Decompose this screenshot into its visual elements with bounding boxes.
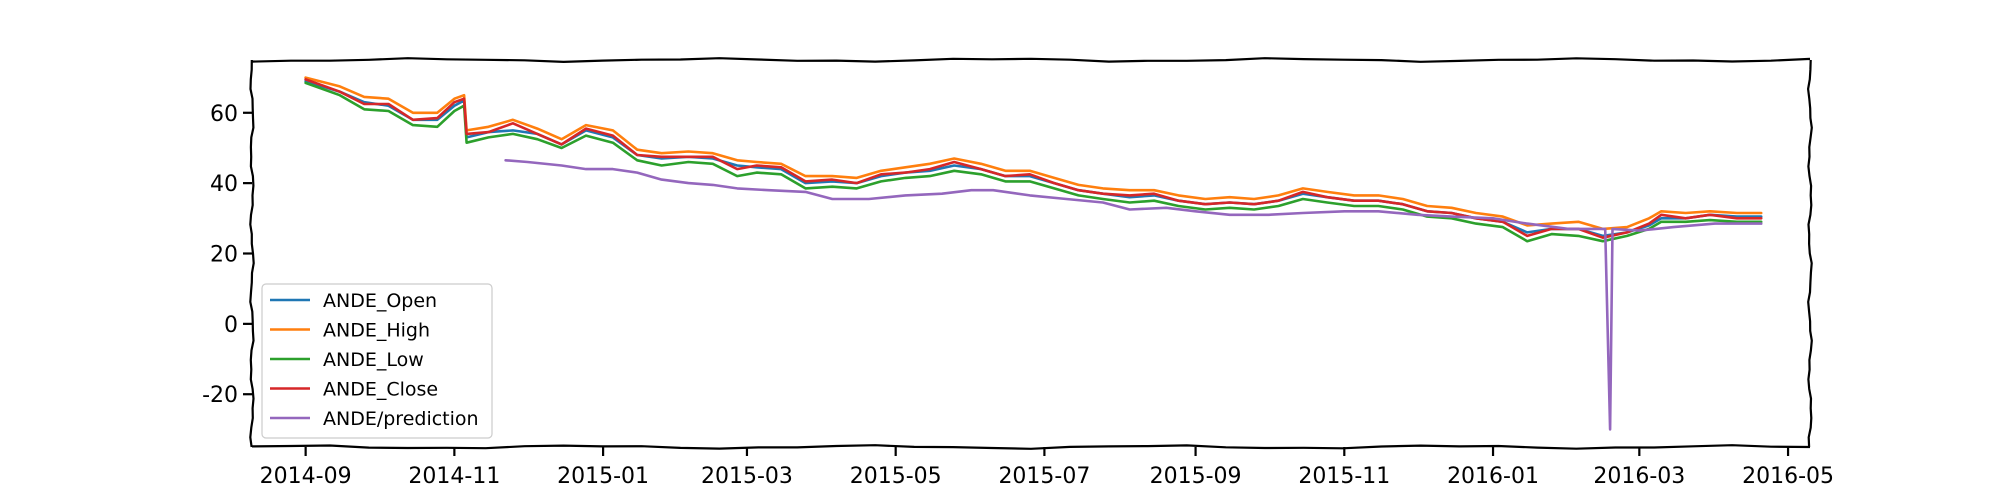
y-tick-label: -20 (202, 383, 238, 408)
x-tick-label: 2014-09 (260, 464, 352, 489)
x-tick-label: 2015-11 (1298, 464, 1390, 489)
x-tick-label: 2015-03 (701, 464, 793, 489)
y-tick-label: 40 (210, 172, 238, 197)
legend-label: ANDE_High (323, 320, 430, 342)
legend-box (261, 283, 493, 439)
x-tick-label: 2015-01 (557, 464, 649, 489)
plot-frame (249, 57, 1813, 450)
series-line-ande-close (304, 78, 1763, 239)
series-line-ande-prediction (504, 159, 1763, 431)
x-tick-label: 2016-01 (1447, 464, 1539, 489)
legend: ANDE_Open ANDE_High ANDE_Low ANDE_Close ANDE… (261, 283, 493, 439)
x-tick-label: 2014-11 (408, 464, 500, 489)
series-line-ande-low (304, 81, 1763, 243)
x-tick-label: 2015-05 (850, 464, 942, 489)
legend-label: ANDE_Open (323, 290, 437, 312)
y-tick-label: 20 (210, 243, 238, 268)
axes: 2014-09 2014-11 2015-01 2015-03 2015-05 2015-… (202, 102, 1834, 489)
series-layer (304, 76, 1763, 431)
legend-label: ANDE_Low (323, 349, 424, 371)
x-tick-label: 2016-05 (1742, 464, 1834, 489)
x-tick-label: 2016-03 (1593, 464, 1685, 489)
series-line-ande-open (304, 79, 1763, 238)
legend-label: ANDE_Close (323, 379, 438, 401)
y-tick-label: 60 (210, 102, 238, 127)
series-line-ande-high (304, 76, 1763, 231)
legend-label: ANDE/prediction (323, 408, 479, 430)
y-tick-label: 0 (224, 313, 238, 338)
x-tick-label: 2015-07 (998, 464, 1090, 489)
x-tick-label: 2015-09 (1150, 464, 1242, 489)
